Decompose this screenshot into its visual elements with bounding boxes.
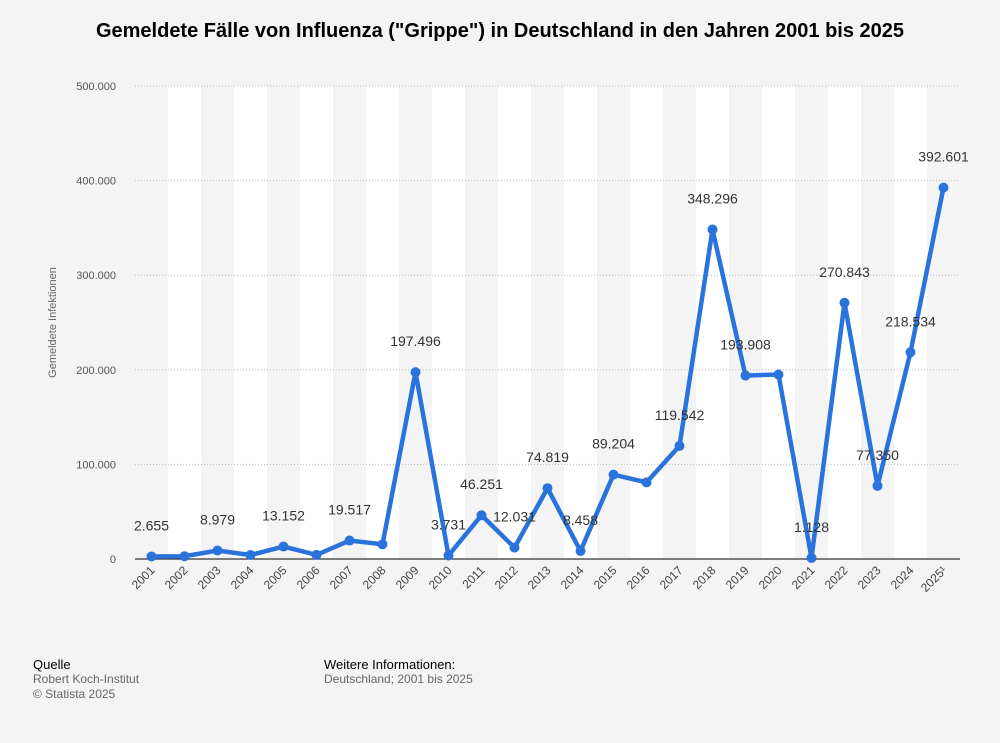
data-label: 197.496: [390, 333, 441, 349]
data-point: [509, 542, 520, 553]
data-point: [344, 535, 355, 546]
x-tick-label: 2016: [624, 563, 653, 592]
column-band: [234, 86, 267, 559]
data-point: [740, 370, 751, 381]
y-tick-label: 200.000: [76, 365, 116, 377]
data-point: [212, 545, 223, 556]
x-tick-label: 2010: [426, 563, 455, 592]
data-point: [311, 549, 322, 560]
data-label: 392.601: [918, 149, 969, 165]
source-heading: Quelle: [33, 657, 71, 672]
x-tick-label: 2017: [657, 563, 686, 592]
column-band: [696, 86, 729, 559]
copyright-text: © Statista 2025: [33, 687, 116, 701]
data-label: 89.204: [592, 436, 635, 452]
data-point: [773, 369, 784, 380]
column-band: [498, 86, 531, 559]
column-band: [828, 86, 861, 559]
data-point: [443, 550, 454, 561]
data-point: [542, 483, 553, 494]
data-point: [146, 551, 157, 562]
x-tick-label: 2012: [492, 563, 521, 592]
x-tick-label: 2004: [228, 563, 257, 592]
source-name[interactable]: Robert Koch-Institut: [33, 672, 140, 686]
data-label: 46.251: [460, 476, 503, 492]
x-tick-label: 2007: [327, 563, 356, 592]
data-label: 193.908: [720, 337, 771, 353]
y-tick-label: 0: [110, 554, 116, 566]
column-band: [432, 86, 465, 559]
info-heading: Weitere Informationen:: [324, 657, 456, 672]
data-point: [641, 477, 652, 488]
column-band: [894, 86, 927, 559]
data-point: [905, 347, 916, 358]
data-label: 13.152: [262, 508, 305, 524]
column-band: [762, 86, 795, 559]
data-label: 218.534: [885, 313, 936, 329]
x-tick-label: 2006: [294, 563, 323, 592]
x-tick-label: 2015: [591, 563, 620, 592]
data-label: 74.819: [526, 449, 569, 465]
data-label: 19.517: [328, 502, 371, 518]
data-label: 12.031: [493, 509, 536, 525]
data-point: [608, 469, 619, 480]
data-label: 348.296: [687, 191, 738, 207]
data-label: 270.843: [819, 264, 870, 280]
info-text: Deutschland; 2001 bis 2025: [324, 672, 473, 686]
x-tick-label: 2005: [261, 563, 290, 592]
data-point: [410, 367, 421, 378]
data-label: 2.655: [134, 517, 169, 533]
x-tick-label: 2008: [360, 563, 389, 592]
x-tick-label: 2014: [558, 563, 587, 592]
y-axis-label: Gemeldete Infektionen: [47, 267, 59, 378]
data-label: 77.350: [856, 447, 899, 463]
y-tick-label: 300.000: [76, 270, 116, 282]
x-tick-label: 2020: [756, 563, 785, 592]
data-label: 1.128: [794, 519, 829, 535]
chart-title: Gemeldete Fälle von Influenza ("Grippe")…: [95, 20, 905, 42]
data-point: [278, 541, 289, 552]
data-point: [476, 510, 487, 521]
x-tick-label: 2019: [723, 563, 752, 592]
data-point: [575, 545, 586, 556]
data-label: 119.542: [655, 407, 705, 423]
y-tick-label: 500.000: [76, 81, 116, 93]
data-point: [245, 550, 256, 561]
data-label: 8.979: [200, 512, 235, 528]
x-tick-label: 2013: [525, 563, 554, 592]
data-point: [179, 551, 190, 562]
source-block: Quelle Robert Koch-Institut © Statista 2…: [33, 657, 139, 702]
data-point: [839, 297, 850, 308]
data-point: [377, 539, 388, 550]
info-block: Weitere Informationen: Deutschland; 2001…: [324, 657, 473, 687]
x-tick-label: 2009: [393, 563, 422, 592]
data-point: [938, 182, 949, 193]
column-band: [168, 86, 201, 559]
x-tick-label: 2022: [822, 563, 851, 592]
x-tick-label: 2023: [855, 563, 884, 592]
data-point: [872, 480, 883, 491]
x-tick-label: 2024: [888, 563, 917, 592]
x-tick-label: 2011: [459, 563, 487, 591]
x-tick-label: 2002: [162, 563, 191, 592]
data-point: [806, 552, 817, 563]
x-tick-label: 2025¹: [918, 563, 950, 595]
data-label: 3.731: [431, 516, 466, 532]
x-tick-label: 2018: [690, 563, 719, 592]
line-chart: 0 100.000 200.000 300.000 400.000 500.000 Geme…: [47, 81, 969, 595]
x-tick-label: 2021: [789, 563, 818, 592]
series-line: [151, 187, 946, 561]
y-tick-label: 400.000: [76, 176, 116, 188]
column-band: [564, 86, 597, 559]
x-tick-label: 2003: [195, 563, 224, 592]
y-tick-label: 100.000: [76, 459, 116, 471]
data-point: [674, 440, 685, 451]
column-band: [300, 86, 333, 559]
data-point: [707, 224, 718, 235]
x-tick-label: 2001: [129, 563, 158, 592]
column-band: [630, 86, 663, 559]
data-label: 8.458: [563, 512, 598, 528]
